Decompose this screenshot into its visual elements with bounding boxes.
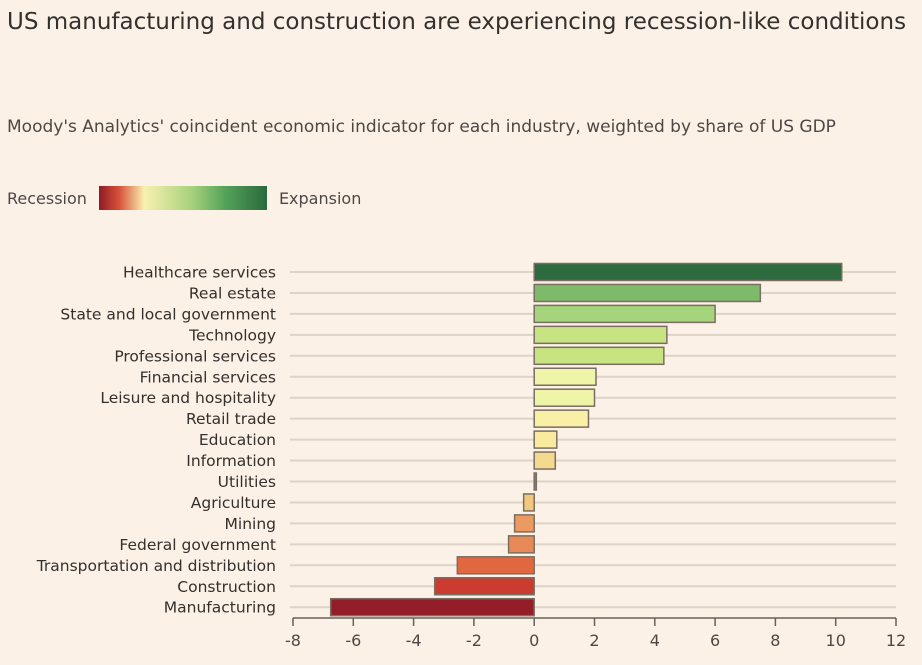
- category-label: Mining: [225, 515, 276, 533]
- x-tick-label: -8: [285, 631, 301, 650]
- bar-construction: [433, 577, 535, 596]
- x-tick-label: -2: [466, 631, 482, 650]
- bar-financial-services: [533, 367, 597, 386]
- x-tick-label: -6: [345, 631, 361, 650]
- bar-healthcare-services: [533, 262, 843, 282]
- bar-federal-government: [507, 535, 535, 554]
- bar-transportation-and-distribution: [456, 556, 535, 575]
- category-label: Federal government: [119, 536, 276, 554]
- category-label: Transportation and distribution: [36, 557, 276, 575]
- category-label: Financial services: [140, 368, 276, 386]
- x-tick-label: 10: [826, 631, 846, 650]
- bar-agriculture: [522, 493, 535, 512]
- chart-subtitle: Moody's Analytics' coincident economic i…: [7, 117, 836, 137]
- x-tick-label: 12: [886, 631, 906, 650]
- legend-low-label: Recession: [7, 188, 87, 208]
- x-tick-label: 4: [650, 631, 660, 650]
- legend-high-label: Expansion: [278, 188, 362, 208]
- bar-mining: [513, 514, 535, 533]
- bar-professional-services: [533, 346, 665, 366]
- bar-state-and-local-government: [533, 304, 716, 324]
- category-label: Utilities: [218, 473, 276, 491]
- bar-leisure-and-hospitality: [533, 388, 596, 407]
- chart-title: US manufacturing and construction are ex…: [7, 9, 907, 35]
- bar-utilities: [533, 472, 538, 491]
- category-label: State and local government: [60, 305, 276, 323]
- category-label: Manufacturing: [164, 599, 276, 617]
- x-tick-label: 6: [710, 631, 720, 650]
- bar-retail-trade: [533, 409, 590, 428]
- category-label: Leisure and hospitality: [100, 389, 276, 407]
- legend-gradient: [98, 186, 267, 210]
- bar-technology: [533, 325, 668, 345]
- bar-manufacturing: [329, 597, 535, 617]
- category-label: Healthcare services: [123, 264, 276, 282]
- category-label: Construction: [177, 578, 276, 596]
- category-label: Information: [186, 452, 276, 470]
- category-label: Technology: [188, 326, 276, 344]
- color-legend: Recession Expansion: [7, 186, 361, 210]
- category-label: Real estate: [189, 284, 276, 302]
- x-tick-label: -4: [406, 631, 422, 650]
- category-label: Education: [199, 431, 276, 449]
- bar-real-estate: [533, 283, 762, 303]
- bar-education: [533, 430, 558, 449]
- x-tick-label: 8: [770, 631, 780, 650]
- x-tick-label: 2: [589, 631, 599, 650]
- category-label: Agriculture: [191, 494, 276, 512]
- category-label: Professional services: [114, 347, 276, 365]
- x-tick-label: 0: [529, 631, 539, 650]
- category-label: Retail trade: [186, 410, 276, 428]
- bar-information: [533, 451, 557, 470]
